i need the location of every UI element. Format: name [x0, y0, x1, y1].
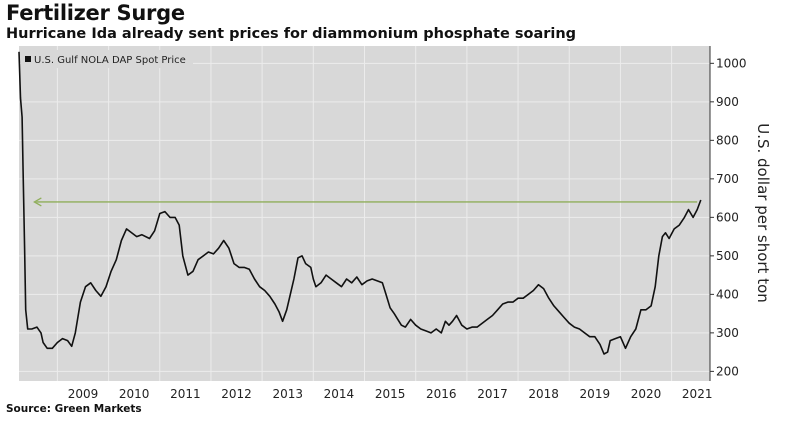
chart-title: Fertilizer Surge — [6, 1, 185, 25]
x-tick-label: 2014 — [324, 387, 355, 401]
legend-label: U.S. Gulf NOLA DAP Spot Price — [34, 55, 186, 66]
y-tick-label: 700 — [716, 172, 739, 186]
y-tick-label: 800 — [716, 133, 739, 147]
chart-subtitle: Hurricane Ida already sent prices for di… — [6, 26, 577, 42]
x-tick-label: 2011 — [170, 387, 201, 401]
annotation-group — [33, 197, 698, 207]
x-tick-label: 2013 — [272, 387, 303, 401]
x-tick-label: 2016 — [426, 387, 457, 401]
y-tick-label: 500 — [716, 249, 739, 263]
y-tick-label: 400 — [716, 287, 739, 301]
chart-source: Source: Green Markets — [6, 403, 142, 415]
y-tick-label: 1000 — [716, 56, 747, 70]
y-tick-label: 300 — [716, 326, 739, 340]
y-tick-label: 900 — [716, 95, 739, 109]
x-tick-label: 2021 — [682, 387, 713, 401]
legend-box — [21, 50, 193, 68]
series-group — [18, 51, 702, 355]
x-tick-label: 2010 — [119, 387, 150, 401]
x-tick-label: 2015 — [375, 387, 406, 401]
legend-swatch — [25, 56, 31, 62]
x-tick-label: 2020 — [631, 387, 662, 401]
legend: U.S. Gulf NOLA DAP Spot Price — [21, 50, 193, 68]
x-tick-label: 2019 — [580, 387, 611, 401]
annotation-arrow-head — [33, 197, 42, 207]
axes: 2009 2010 2011 2012 2013 2014 2015 2016 2017 2018… — [68, 46, 747, 401]
y-tick-label: 600 — [716, 210, 739, 224]
y-tick-label: 200 — [716, 364, 739, 378]
x-tick-label: 2017 — [477, 387, 508, 401]
series-line — [18, 51, 702, 355]
x-tick-label: 2012 — [221, 387, 252, 401]
y-axis-label: U.S. dollar per short ton — [754, 123, 772, 303]
x-tick-label: 2009 — [68, 387, 99, 401]
x-tick-label: 2018 — [528, 387, 559, 401]
